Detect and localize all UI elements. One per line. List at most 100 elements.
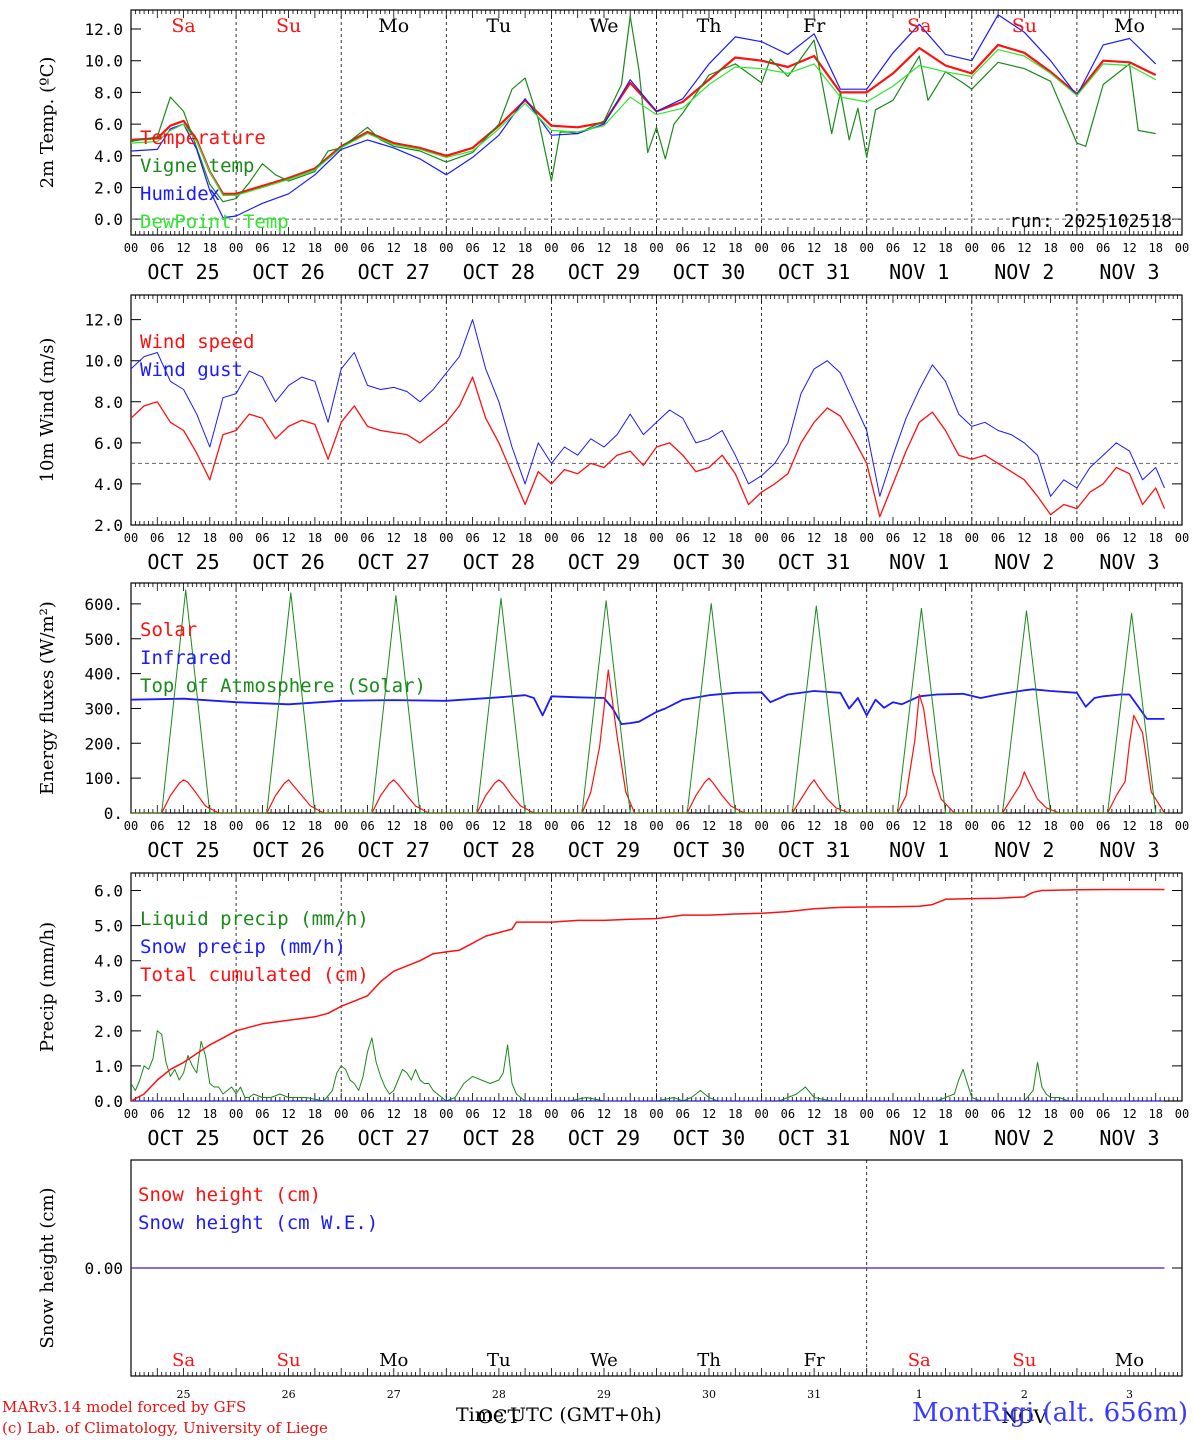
hour-tick-label: 18 <box>308 1107 322 1121</box>
weekday-label: Mo <box>1114 15 1145 37</box>
legend-item: Snow height (cm W.E.) <box>138 1212 378 1234</box>
hour-tick-label: 00 <box>649 241 663 255</box>
date-label: NOV 2 <box>994 550 1054 574</box>
hour-tick-label: 00 <box>754 1107 768 1121</box>
date-label: OCT 29 <box>568 838 640 862</box>
hour-tick-label: 12 <box>1017 241 1031 255</box>
weekday-label: We <box>589 15 618 37</box>
hour-tick-label: 12 <box>702 1107 716 1121</box>
date-label: NOV 1 <box>889 550 949 574</box>
hour-tick-label: 18 <box>833 819 847 833</box>
hour-tick-label: 06 <box>676 531 690 545</box>
hour-tick-label: 00 <box>544 531 558 545</box>
hour-tick-label: 06 <box>255 819 269 833</box>
y-tick-label-wind: 4.0 <box>94 475 123 494</box>
y-tick-label-precip: 5.0 <box>94 917 123 936</box>
hour-tick-label: 00 <box>1070 1107 1084 1121</box>
hour-tick-label: 18 <box>623 241 637 255</box>
hour-ticks-precip <box>130 873 1183 1101</box>
hour-tick-label: 00 <box>1070 531 1084 545</box>
hour-tick-label: 12 <box>176 531 190 545</box>
hour-tick-label: 12 <box>281 241 295 255</box>
y-tick-label-temperature: 2.0 <box>94 178 123 197</box>
hour-tick-label: 00 <box>334 241 348 255</box>
hour-tick-label: 12 <box>492 531 506 545</box>
hour-tick-label: 06 <box>886 241 900 255</box>
hour-tick-label: 00 <box>439 531 453 545</box>
date-label: OCT 26 <box>253 260 325 284</box>
hour-tick-label: 06 <box>570 1107 584 1121</box>
y-tick-label-precip: 2.0 <box>94 1022 123 1041</box>
hour-tick-label: 06 <box>150 531 164 545</box>
legend-item: DewPoint Temp <box>140 211 289 233</box>
date-label: OCT 28 <box>463 260 535 284</box>
hour-ticks-energy <box>130 583 1183 813</box>
weekday-label: Th <box>697 15 722 37</box>
series-infrared <box>130 688 1165 725</box>
legend-item: Vigne temp <box>140 155 254 177</box>
hour-ticks-wind <box>130 295 1183 525</box>
date-label: OCT 26 <box>253 550 325 574</box>
date-label: OCT 30 <box>673 838 745 862</box>
hour-tick-label: 12 <box>1017 1107 1031 1121</box>
date-label: NOV 3 <box>1099 260 1159 284</box>
series-wind-speed <box>130 376 1166 518</box>
hour-tick-label: 06 <box>465 819 479 833</box>
y-tick-label-snow: 0.00 <box>84 1259 123 1278</box>
day-number: 30 <box>702 1388 716 1401</box>
hour-tick-label: 12 <box>281 531 295 545</box>
series-temperature <box>130 43 1157 195</box>
legend-item: Infrared <box>140 647 232 669</box>
date-label: OCT 30 <box>673 550 745 574</box>
hour-tick-label: 00 <box>229 1107 243 1121</box>
date-label: OCT 29 <box>568 260 640 284</box>
hour-tick-label: 00 <box>649 531 663 545</box>
weekday-label-bottom: Sa <box>172 1350 195 1371</box>
hour-tick-label: 18 <box>938 819 952 833</box>
hour-tick-label: 06 <box>1096 819 1110 833</box>
date-label: OCT 31 <box>778 1126 850 1150</box>
hour-tick-label: 12 <box>281 1107 295 1121</box>
hour-tick-label: 00 <box>439 819 453 833</box>
hour-tick-label: 06 <box>1096 241 1110 255</box>
hour-tick-label: 00 <box>1070 241 1084 255</box>
weekday-label-bottom: Su <box>1012 1350 1036 1371</box>
date-label: NOV 3 <box>1099 550 1159 574</box>
model-credit: MARv3.14 model forced by GFS <box>2 1398 247 1416</box>
hour-tick-label: 06 <box>781 241 795 255</box>
y-tick-label-energy: 600. <box>84 595 123 614</box>
hour-tick-label: 18 <box>308 531 322 545</box>
hour-tick-label: 06 <box>465 531 479 545</box>
day-number: 28 <box>492 1388 506 1401</box>
hour-tick-label: 18 <box>203 531 217 545</box>
hour-tick-label: 06 <box>150 1107 164 1121</box>
y-tick-label-wind: 6.0 <box>94 434 123 453</box>
hour-tick-label: 00 <box>859 241 873 255</box>
day-number: 27 <box>387 1388 401 1401</box>
y-axis-label-energy: Energy fluxes (W/m²) <box>37 601 58 795</box>
hour-tick-label: 12 <box>176 241 190 255</box>
hour-tick-label: 18 <box>833 1107 847 1121</box>
hour-tick-label: 12 <box>1017 819 1031 833</box>
hour-tick-label: 06 <box>360 819 374 833</box>
hour-tick-label: 18 <box>623 819 637 833</box>
hour-tick-label: 00 <box>334 531 348 545</box>
hour-tick-label: 06 <box>1096 1107 1110 1121</box>
hour-tick-label: 18 <box>518 1107 532 1121</box>
hour-tick-label: 00 <box>1175 819 1189 833</box>
y-tick-label-temperature: 8.0 <box>94 83 123 102</box>
hour-tick-label: 12 <box>387 531 401 545</box>
y-axis-label-temperature: 2m Temp. (ºC) <box>37 57 58 189</box>
station-label: MontRigi (alt. 656m) <box>912 1398 1188 1428</box>
hour-tick-label: 12 <box>597 531 611 545</box>
date-label: OCT 25 <box>147 1126 219 1150</box>
hour-tick-label: 12 <box>387 1107 401 1121</box>
y-tick-label-temperature: 4.0 <box>94 147 123 166</box>
hour-tick-label: 18 <box>203 819 217 833</box>
y-axis-label-precip: Precip (mm/h) <box>37 922 58 1052</box>
hour-tick-label: 06 <box>991 531 1005 545</box>
date-label: OCT 27 <box>358 260 430 284</box>
hour-tick-label: 00 <box>439 241 453 255</box>
hour-tick-label: 00 <box>1175 1107 1189 1121</box>
date-label: OCT 27 <box>358 550 430 574</box>
